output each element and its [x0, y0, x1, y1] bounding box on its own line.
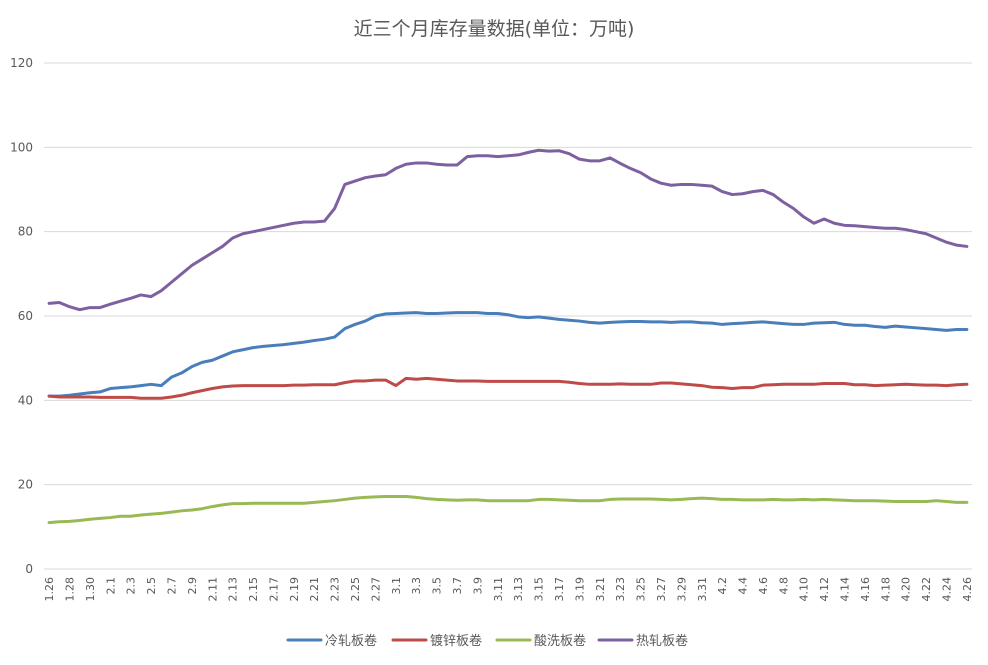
x-axis-ticks: 1.26 1.28 1.30 2.1 2.3 2.5 2.7 2.9 2.11 2.13 2.15 2…	[43, 577, 974, 602]
series-line-4	[47, 148, 969, 312]
x-tick-label: 1.28	[63, 577, 76, 602]
y-tick-label: 100	[10, 140, 33, 154]
x-tick-label: 4.4	[737, 577, 750, 595]
x-tick-label: 2.1	[104, 577, 117, 595]
x-tick-label: 4.6	[757, 577, 770, 595]
legend-label: 冷轧板卷	[325, 633, 377, 649]
legend-label: 热轧板卷	[636, 633, 688, 649]
x-tick-label: 3.5	[431, 577, 444, 595]
x-tick-label: 3.19	[573, 577, 586, 602]
x-tick-label: 3.17	[553, 577, 566, 602]
x-tick-label: 2.25	[349, 577, 362, 602]
x-tick-label: 2.15	[247, 577, 260, 602]
x-tick-label: 4.26	[961, 577, 974, 602]
x-tick-label: 2.27	[369, 577, 382, 602]
chart-title: 近三个月库存量数据(单位：万吨)	[354, 18, 635, 40]
x-tick-label: 3.25	[635, 577, 648, 602]
y-tick-label: 0	[25, 562, 33, 576]
x-tick-label: 4.24	[941, 577, 954, 602]
x-tick-label: 1.26	[43, 577, 56, 602]
y-tick-label: 60	[18, 309, 33, 323]
x-tick-label: 2.3	[125, 577, 138, 595]
series-line-1	[47, 311, 969, 398]
legend: 冷轧板卷 镀锌板卷 酸洗板卷 热轧板卷	[286, 633, 688, 649]
y-tick-label: 80	[18, 225, 33, 239]
x-tick-label: 4.18	[879, 577, 892, 602]
series-lines	[47, 148, 969, 525]
x-tick-label: 3.13	[512, 577, 525, 602]
x-tick-label: 2.5	[145, 577, 158, 595]
legend-label: 镀锌板卷	[430, 633, 482, 649]
x-tick-label: 2.9	[186, 577, 199, 595]
x-tick-label: 3.11	[492, 577, 505, 602]
y-tick-label: 120	[10, 56, 33, 70]
x-tick-label: 4.22	[920, 577, 933, 602]
x-tick-label: 4.8	[777, 577, 790, 595]
x-tick-label: 3.7	[451, 577, 464, 595]
x-tick-label: 4.14	[839, 577, 852, 602]
x-tick-label: 4.16	[859, 577, 872, 602]
x-tick-label: 2.17	[267, 577, 280, 602]
gridlines	[44, 62, 972, 570]
x-tick-label: 4.2	[716, 577, 729, 595]
x-tick-label: 2.21	[308, 577, 321, 602]
x-tick-label: 2.19	[288, 577, 301, 602]
y-tick-label: 40	[18, 393, 33, 407]
x-tick-label: 3.29	[675, 577, 688, 602]
x-tick-label: 4.20	[900, 577, 913, 602]
x-tick-label: 3.31	[696, 577, 709, 602]
x-tick-label: 3.1	[390, 577, 403, 595]
series-line-2	[47, 376, 969, 400]
x-tick-label: 4.10	[798, 577, 811, 602]
x-tick-label: 2.7	[165, 577, 178, 595]
x-tick-label: 2.11	[206, 577, 219, 602]
series-line-3	[47, 494, 969, 525]
x-tick-label: 3.27	[655, 577, 668, 602]
x-tick-label: 3.15	[533, 577, 546, 602]
y-tick-label: 20	[18, 478, 33, 492]
y-axis-ticks: 0 20 40 60 80 100 120	[10, 56, 33, 576]
x-tick-label: 3.23	[614, 577, 627, 602]
x-tick-label: 2.23	[329, 577, 342, 602]
x-tick-label: 2.13	[227, 577, 240, 602]
x-tick-label: 3.21	[594, 577, 607, 602]
x-tick-label: 3.3	[410, 577, 423, 595]
x-tick-label: 4.12	[818, 577, 831, 602]
x-tick-label: 3.9	[471, 577, 484, 595]
legend-label: 酸洗板卷	[534, 633, 586, 649]
x-tick-label: 1.30	[84, 577, 97, 602]
